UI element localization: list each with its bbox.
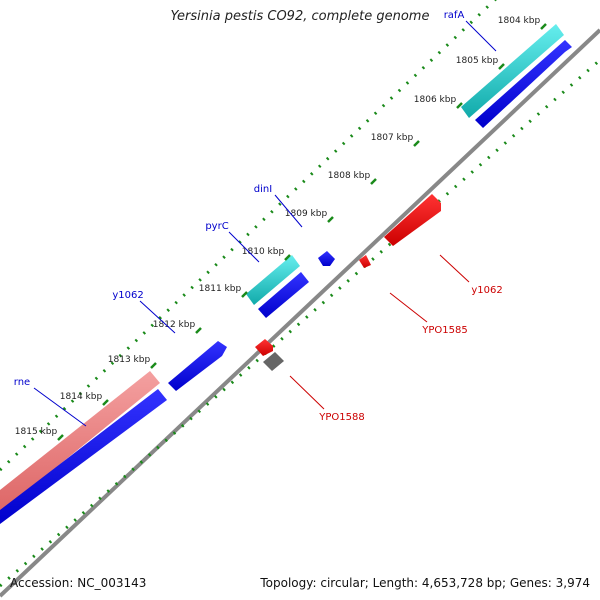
feature-bar-y1062-reverse[interactable] [384, 194, 441, 246]
kbp-tick-label-1805-kbp: 1805 kbp [456, 56, 499, 66]
kbp-tick-label-1804-kbp: 1804 kbp [498, 16, 541, 26]
gene-label-rafA[interactable]: rafA [444, 10, 465, 21]
kbp-major-tick-1804-kbp [540, 23, 547, 30]
leader-line-YPO1585 [389, 292, 428, 323]
kbp-tick-label-1811-kbp: 1811 kbp [199, 284, 242, 294]
kbp-major-tick-1810-kbp [284, 254, 291, 261]
feature-bar-rafA-blue[interactable] [475, 40, 572, 128]
reverse-label-group: y1062 YPO1585 YPO1588 [289, 254, 503, 423]
leader-line-YPO1588 [289, 375, 325, 410]
kbp-major-tick-1805-kbp [498, 63, 505, 70]
kbp-major-tick-1806-kbp [456, 102, 463, 109]
feature-bar-YPO1588-red[interactable] [255, 339, 273, 356]
feature-bar-YPO1588-gray[interactable] [263, 352, 284, 371]
kbp-tick-label-1815-kbp: 1815 kbp [15, 427, 58, 437]
gene-label-rne[interactable]: rne [14, 377, 30, 388]
kbp-tick-group: 1804 kbp 1805 kbp 1806 kbp 1807 kbp 1808 kbp… [15, 16, 547, 441]
kbp-tick-label-1810-kbp: 1810 kbp [242, 247, 285, 257]
gene-label-pyrC[interactable]: pyrC [205, 221, 228, 232]
leader-line-y1062 [139, 300, 176, 334]
kbp-tick-label-1813-kbp: 1813 kbp [108, 355, 151, 365]
feature-bar-pyrC-blue[interactable] [258, 272, 309, 318]
kbp-tick-label-1808-kbp: 1808 kbp [328, 171, 371, 181]
leader-line-rne [33, 387, 87, 427]
leader-line-dinI [274, 194, 303, 228]
kbp-major-tick-1811-kbp [241, 291, 248, 298]
ruler-inner [0, 58, 600, 588]
kbp-tick-label-1809-kbp: 1809 kbp [285, 209, 328, 219]
kbp-major-tick-1809-kbp [327, 216, 334, 223]
kbp-major-tick-1813-kbp [150, 362, 157, 369]
genome-title: Yersinia pestis CO92, complete genome [170, 9, 430, 24]
kbp-tick-label-1814-kbp: 1814 kbp [60, 392, 103, 402]
kbp-tick-label-1807-kbp: 1807 kbp [371, 133, 414, 143]
gene-label-y1062[interactable]: y1062 [112, 290, 143, 301]
gene-label-YPO1585[interactable]: YPO1585 [421, 325, 467, 336]
gene-label-YPO1588[interactable]: YPO1588 [318, 412, 364, 423]
kbp-tick-label-1806-kbp: 1806 kbp [414, 95, 457, 105]
kbp-major-tick-1812-kbp [195, 327, 202, 334]
gene-label-dinI[interactable]: dinI [254, 184, 272, 195]
gene-label-y1062[interactable]: y1062 [471, 285, 502, 296]
leader-line-rafA [465, 20, 497, 52]
feature-bar-rne-blue[interactable] [0, 389, 167, 524]
kbp-major-tick-1815-kbp [57, 434, 64, 441]
accession-text: Accession: NC_003143 [10, 576, 147, 590]
feature-bar-rafA-cyan[interactable] [461, 24, 564, 118]
feature-bar-y1062-forward[interactable] [168, 341, 227, 391]
kbp-tick-label-1812-kbp: 1812 kbp [153, 320, 196, 330]
leader-line-y1062 [439, 254, 470, 283]
feature-bar-pyrC-cyan[interactable] [246, 255, 300, 305]
feature-bar-dinI-blue[interactable] [318, 251, 335, 266]
leader-line-pyrC [228, 231, 260, 263]
genome-summary-text: Topology: circular; Length: 4,653,728 bp… [260, 576, 590, 590]
kbp-major-tick-1808-kbp [370, 178, 377, 185]
feature-bar-YPO1585[interactable] [359, 255, 371, 268]
feature-bar-rne-salmon[interactable] [0, 371, 160, 513]
forward-label-group: rafA dinI pyrC y1062 rne [14, 10, 497, 427]
kbp-major-tick-1807-kbp [413, 140, 420, 147]
genome-backbone [0, 28, 600, 598]
kbp-major-tick-1814-kbp [102, 399, 109, 406]
